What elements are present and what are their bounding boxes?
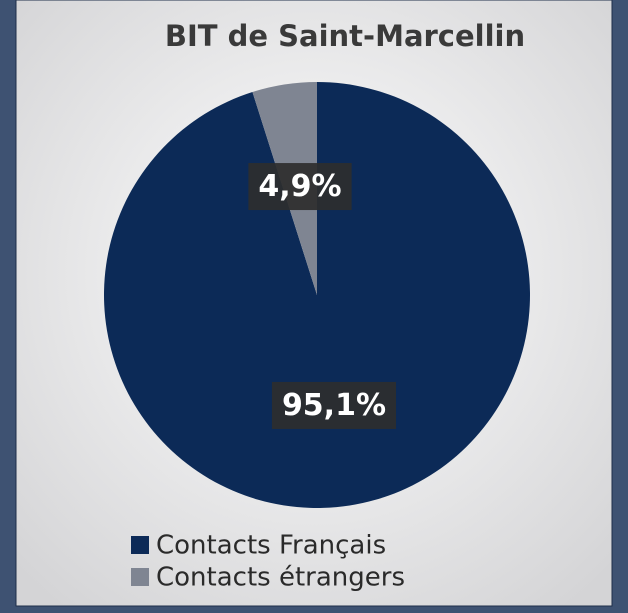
- legend-swatch: [131, 568, 149, 586]
- data-label-text: 4,9%: [258, 169, 341, 204]
- data-label-box: [271, 381, 397, 429]
- legend-swatch: [131, 536, 149, 554]
- legend-label: Contacts Français: [156, 531, 386, 561]
- data-label-text: 95,1%: [282, 388, 386, 423]
- chart-title: BIT de Saint-Marcellin: [165, 19, 525, 53]
- data-label-box: [248, 163, 352, 211]
- legend-label: Contacts étrangers: [156, 563, 405, 593]
